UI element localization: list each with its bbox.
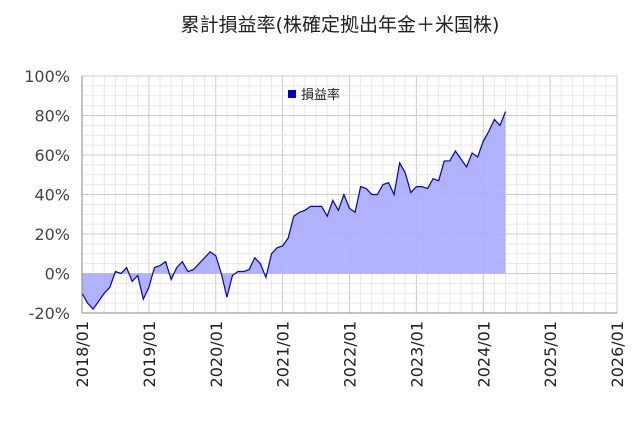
- series-fill: [82, 111, 506, 310]
- y-tick-label: 20%: [34, 225, 70, 244]
- x-tick-label: 2025/01: [541, 321, 560, 387]
- x-tick-label: 2021/01: [274, 321, 293, 387]
- chart-title: 累計損益率(株確定拠出年金＋米国株): [181, 14, 500, 36]
- x-tick-labels: 2018/01 2019/01 2020/01 2021/01 2022/01 2023/…: [73, 321, 627, 387]
- grid: [81, 75, 618, 314]
- x-tick-label: 2023/01: [407, 321, 426, 387]
- y-tick-label: 0%: [45, 265, 70, 284]
- y-tick-label: -20%: [29, 304, 70, 323]
- x-tick-label: 2026/01: [608, 321, 627, 387]
- legend: 損益率: [288, 87, 340, 103]
- y-tick-label: 80%: [34, 107, 70, 126]
- y-tick-labels: -20% 0% 20% 40% 60% 80% 100%: [24, 67, 70, 323]
- y-tick-label: 60%: [34, 146, 70, 165]
- y-tick-label: 100%: [24, 67, 70, 86]
- x-tick-label: 2022/01: [341, 321, 360, 387]
- series-area: [81, 111, 507, 310]
- x-tick-label: 2024/01: [474, 321, 493, 387]
- x-tick-label: 2020/01: [207, 321, 226, 387]
- series-line: [81, 111, 507, 310]
- axes: [81, 76, 617, 314]
- y-tick-label: 40%: [34, 186, 70, 205]
- legend-marker: [288, 90, 296, 98]
- legend-label: 損益率: [301, 87, 340, 103]
- x-tick-label: 2018/01: [73, 321, 92, 387]
- x-tick-label: 2019/01: [140, 321, 159, 387]
